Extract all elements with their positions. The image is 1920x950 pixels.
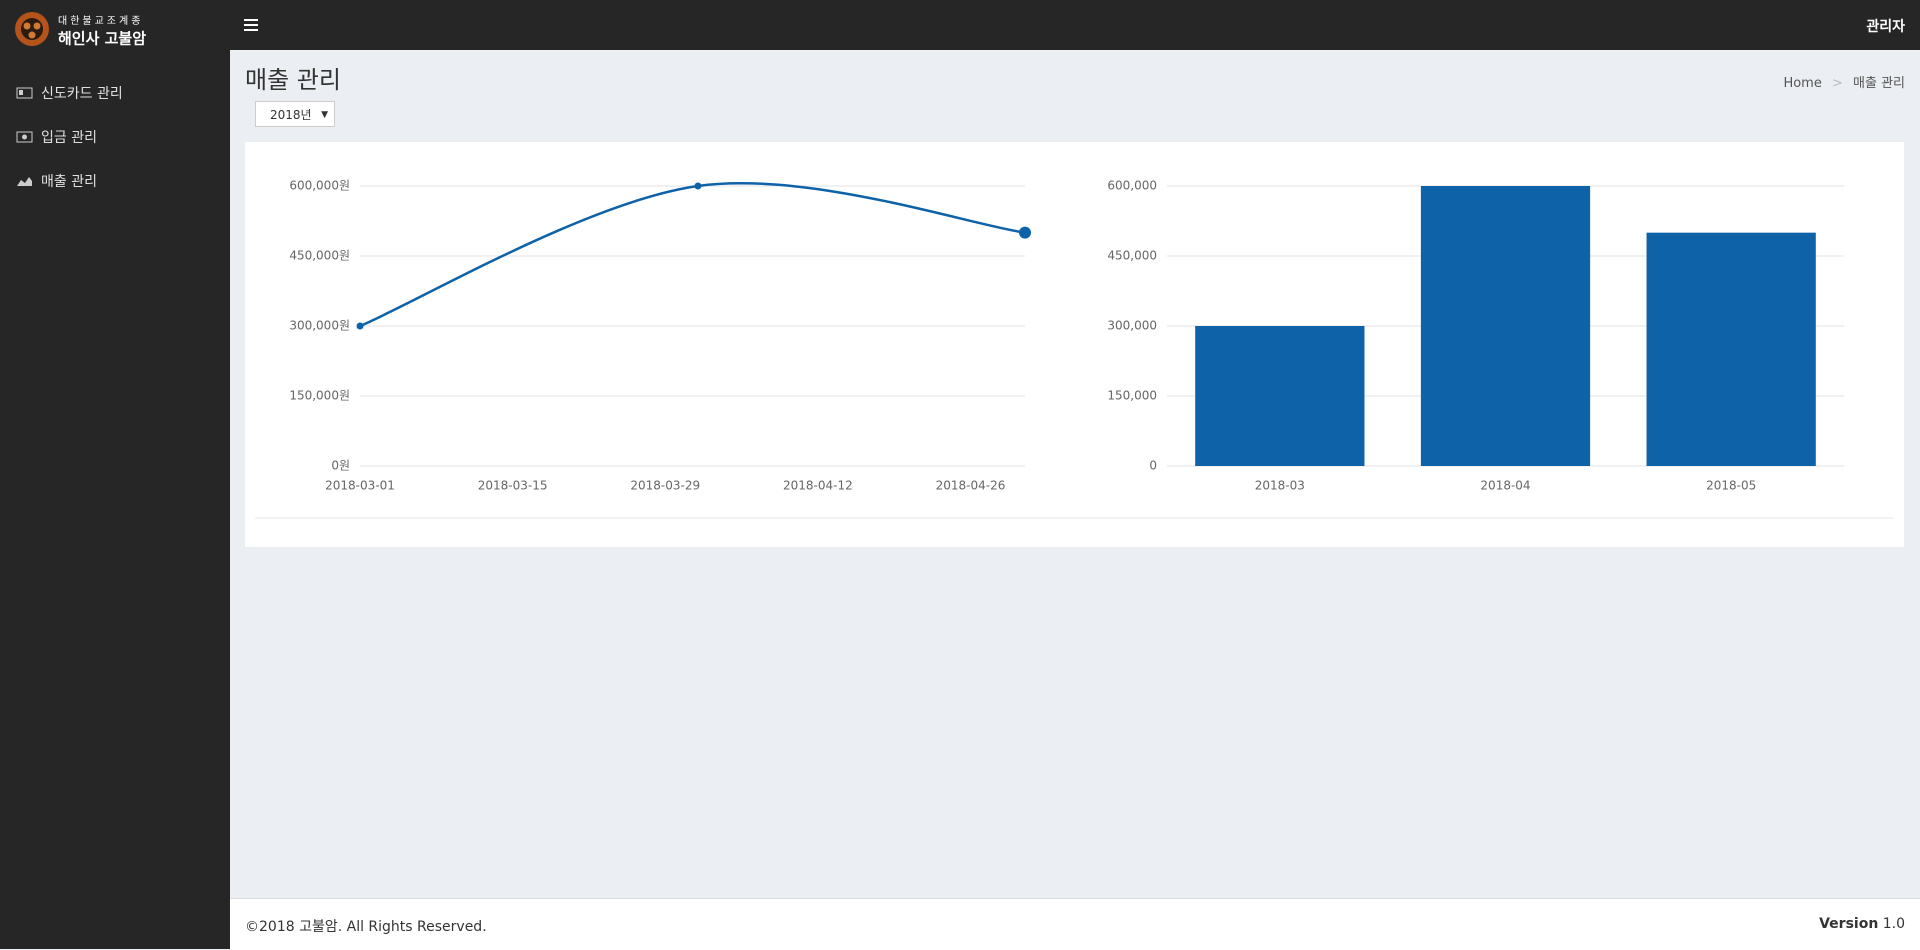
y-tick-label: 600,000원 — [289, 179, 350, 193]
menu-item[interactable]: 입금 관리 — [16, 127, 97, 147]
user-name[interactable]: 관리자 — [1866, 19, 1905, 35]
logo-bottom: 해인사 고불암 — [58, 30, 146, 48]
chart-panel: 0원 150,000원 300,000원 450,000원 600,000원 2018-0… — [245, 142, 1904, 547]
y-tick-label: 300,000원 — [289, 319, 350, 333]
line — [359, 182, 1026, 328]
copyright: ©2018 고불암. All Rights Reserved. — [245, 919, 487, 935]
breadcrumb-home[interactable]: Home — [1783, 76, 1822, 91]
breadcrumb: Home > 매출 관리 — [1783, 76, 1905, 91]
y-tick-label: 600,000 — [1107, 179, 1157, 193]
menu-item[interactable]: 신도카드 관리 — [16, 83, 123, 103]
icon — [16, 87, 33, 99]
footer: ©2018 고불암. All Rights Reserved. Version … — [230, 898, 1920, 950]
year-select-value[interactable]: 2018년 — [270, 108, 312, 122]
x-tick-label: 2018-03-01 — [325, 479, 395, 493]
point — [694, 182, 702, 190]
bar — [1646, 232, 1816, 466]
logo: 대한불교조계종 해인사 고불암 — [15, 12, 146, 48]
version: 1.0 — [1882, 916, 1905, 932]
menu-toggle[interactable] — [244, 19, 258, 31]
x-tick-label: 2018-03 — [1255, 479, 1305, 493]
x-tick-label: 2018-04-26 — [936, 479, 1006, 493]
year-select[interactable]: 2018년 ▼ — [255, 101, 335, 127]
version-label: Version — [1819, 916, 1879, 932]
bar — [1420, 186, 1591, 466]
charts: 0원 150,000원 300,000원 450,000원 600,000원 2018-0… — [255, 179, 1894, 519]
sidebar: 대한불교조계종 해인사 고불암 신도카드 관리 입금 관리 매출 관리 — [0, 0, 230, 949]
menu-label[interactable]: 입금 관리 — [41, 130, 97, 146]
y-tick-label: 450,000 — [1107, 249, 1157, 263]
menu-label[interactable]: 매출 관리 — [41, 174, 97, 190]
menu-label[interactable]: 신도카드 관리 — [41, 86, 123, 102]
y-tick-label: 0원 — [331, 459, 350, 473]
y-tick-label: 450,000원 — [289, 249, 350, 263]
page-title: 매출 관리 — [245, 66, 341, 94]
point — [1019, 226, 1031, 239]
breadcrumb-current: 매출 관리 — [1853, 76, 1905, 91]
y-tick-label: 300,000 — [1107, 319, 1157, 333]
y-tick-label: 0 — [1149, 459, 1157, 473]
menu-item[interactable]: 매출 관리 — [16, 171, 97, 191]
top-bar: 관리자 — [230, 0, 1920, 50]
bar — [1195, 326, 1365, 466]
x-tick-label: 2018-03-15 — [478, 479, 548, 493]
x-tick-label: 2018-05 — [1706, 479, 1756, 493]
y-tick-label: 150,000 — [1107, 389, 1157, 403]
y-tick-label: 150,000원 — [289, 389, 350, 403]
icon — [17, 177, 32, 186]
logo-top: 대한불교조계종 — [58, 15, 143, 27]
x-tick-label: 2018-04 — [1480, 479, 1530, 493]
icon — [16, 131, 33, 143]
x-tick-label: 2018-03-29 — [630, 479, 700, 493]
point — [356, 322, 364, 330]
x-tick-label: 2018-04-12 — [783, 479, 853, 493]
